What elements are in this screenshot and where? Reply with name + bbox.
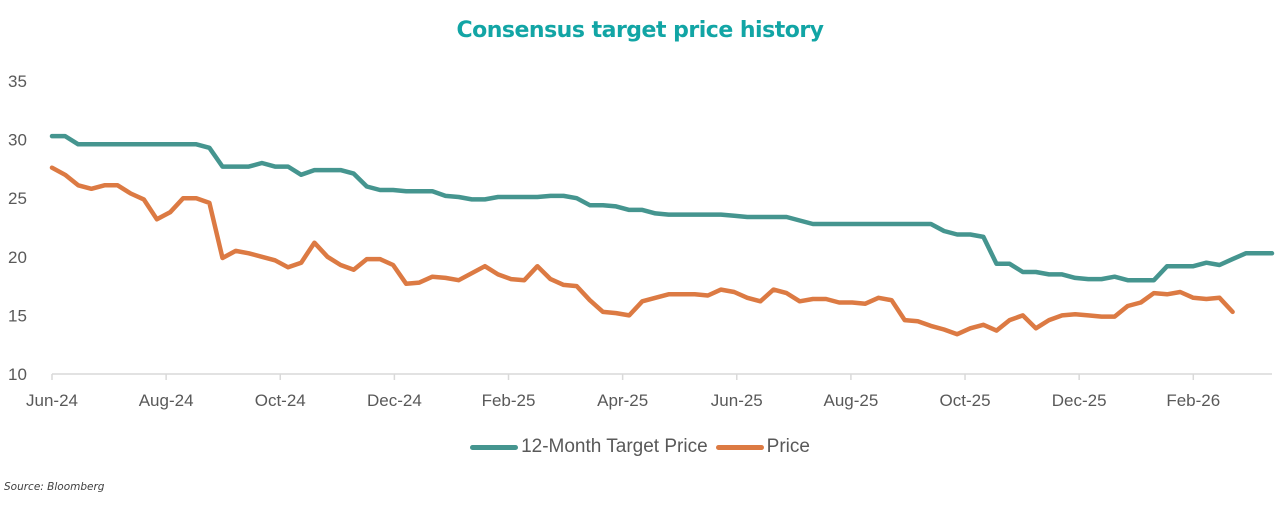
x-tick-label: Apr-25	[597, 391, 648, 410]
y-tick-label: 10	[8, 365, 27, 384]
y-tick-label: 35	[8, 72, 27, 91]
line-chart: 10 15 20 25 30 35 Jun-24 Aug-24 Oct-24 Dec-24 Feb…	[8, 72, 1275, 410]
y-axis: 10 15 20 25 30 35	[8, 72, 27, 384]
x-tick-label: Feb-26	[1166, 391, 1220, 410]
x-tick-label: Aug-24	[139, 391, 194, 410]
x-tick-label: Dec-25	[1052, 391, 1107, 410]
x-tick-label: Feb-25	[482, 391, 536, 410]
y-tick-label: 15	[8, 306, 27, 325]
x-tick-label: Jun-25	[711, 391, 763, 410]
legend-item-price: Price	[715, 436, 810, 458]
legend-label-price: Price	[766, 436, 810, 457]
series-group	[49, 133, 1275, 337]
y-tick-label: 25	[8, 189, 27, 208]
x-axis: Jun-24 Aug-24 Oct-24 Dec-24 Feb-25 Apr-25 Jun-…	[26, 373, 1272, 410]
y-tick-label: 30	[8, 131, 27, 150]
x-tick-label: Oct-25	[940, 391, 991, 410]
x-tick-label: Jun-24	[26, 391, 78, 410]
source-note: Source: Bloomberg	[4, 481, 105, 493]
price-line	[49, 165, 1235, 337]
y-tick-label: 20	[8, 248, 27, 267]
x-tick-label: Dec-24	[367, 391, 422, 410]
legend-label-target: 12-Month Target Price	[521, 436, 708, 457]
chart-title: Consensus target price history	[456, 18, 824, 43]
legend-swatch-price	[715, 444, 764, 450]
legend: 12-Month Target Price Price	[0, 436, 1280, 458]
target-price-line	[49, 133, 1275, 283]
legend-swatch-target	[470, 444, 519, 450]
legend-item-target: 12-Month Target Price	[470, 436, 708, 458]
x-tick-label: Oct-24	[255, 391, 306, 410]
x-tick-label: Aug-25	[823, 391, 878, 410]
